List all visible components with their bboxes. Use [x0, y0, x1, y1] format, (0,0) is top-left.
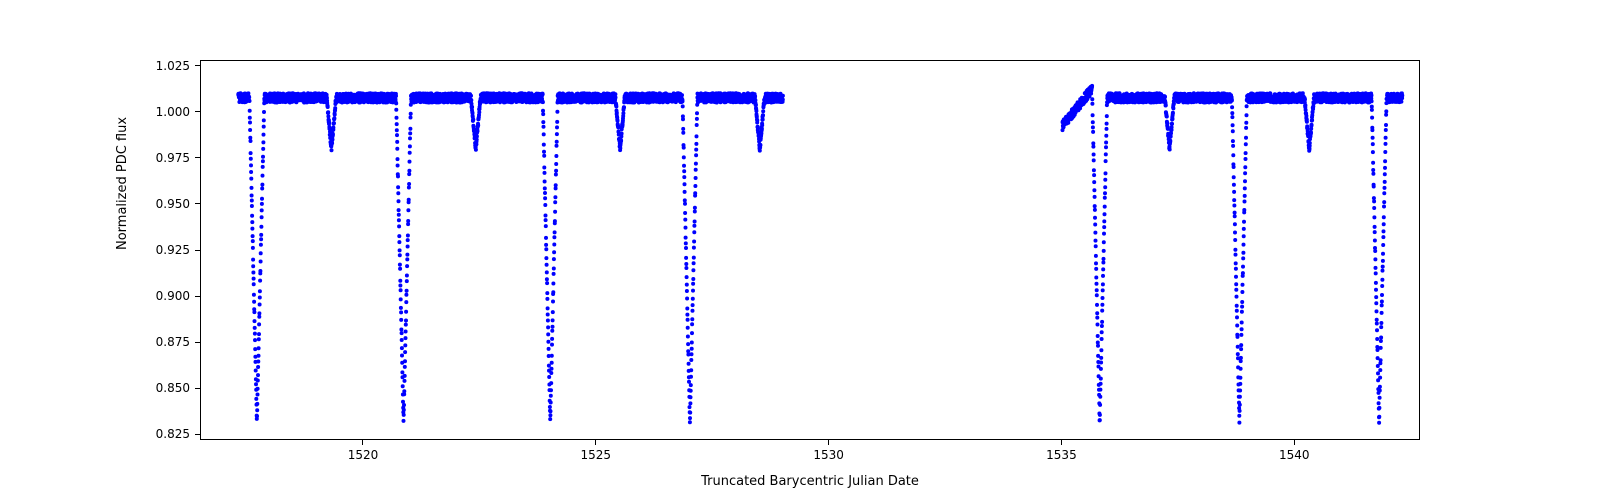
plot-area	[200, 60, 1420, 440]
y-tick-label: 0.900	[156, 289, 190, 303]
y-tick	[195, 388, 200, 389]
y-tick-label: 0.950	[156, 197, 190, 211]
y-tick	[195, 342, 200, 343]
x-tick	[595, 440, 596, 445]
y-tick-label: 0.925	[156, 243, 190, 257]
scatter-points	[201, 61, 1421, 441]
x-tick-label: 1525	[581, 448, 612, 462]
x-tick-label: 1540	[1279, 448, 1310, 462]
y-tick-label: 0.825	[156, 427, 190, 441]
y-tick-label: 0.850	[156, 381, 190, 395]
y-tick-label: 0.975	[156, 151, 190, 165]
x-tick-label: 1520	[348, 448, 379, 462]
y-axis-label: Normalized PDC flux	[115, 117, 130, 250]
y-tick-label: 0.875	[156, 335, 190, 349]
x-tick-label: 1535	[1046, 448, 1077, 462]
y-tick-label: 1.025	[156, 59, 190, 73]
x-tick	[362, 440, 363, 445]
light-curve-chart	[200, 60, 1420, 440]
y-tick	[195, 296, 200, 297]
x-tick	[1294, 440, 1295, 445]
x-tick-label: 1530	[813, 448, 844, 462]
y-tick	[195, 250, 200, 251]
x-axis-label: Truncated Barycentric Julian Date	[701, 474, 919, 489]
x-tick	[828, 440, 829, 445]
y-tick	[195, 434, 200, 435]
y-tick-label: 1.000	[156, 105, 190, 119]
y-tick	[195, 157, 200, 158]
x-tick	[1061, 440, 1062, 445]
y-tick	[195, 65, 200, 66]
y-tick	[195, 111, 200, 112]
y-tick	[195, 203, 200, 204]
